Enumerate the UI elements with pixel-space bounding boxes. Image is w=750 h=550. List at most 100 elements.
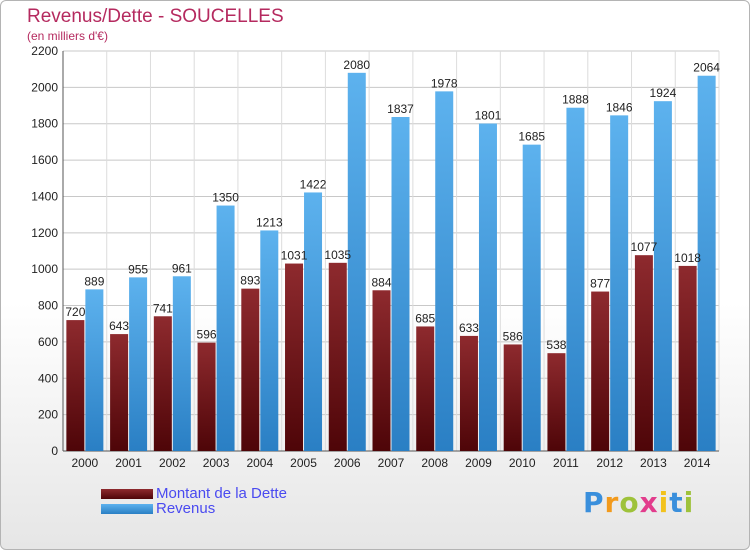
legend-swatch-revenue: [101, 504, 153, 514]
bar-debt: [416, 326, 435, 451]
y-tick-label: 1000: [31, 262, 58, 276]
bar-debt: [547, 353, 566, 451]
data-label-revenue: 1837: [387, 102, 414, 116]
data-label-revenue: 1801: [475, 109, 502, 123]
bar-revenue: [610, 115, 629, 451]
x-tick-label: 2011: [553, 456, 579, 470]
data-label-debt: 633: [459, 321, 479, 335]
logo-letter: t: [669, 486, 684, 519]
x-tick-label: 2012: [596, 456, 623, 470]
bar-debt: [503, 344, 522, 451]
data-label-revenue: 1978: [431, 76, 458, 90]
y-tick-label: 0: [51, 444, 58, 458]
logo-letter: x: [639, 486, 659, 519]
data-label-revenue: 1846: [606, 100, 633, 114]
logo-letter: i: [683, 486, 695, 519]
logo-letter: i: [658, 486, 670, 519]
bar-revenue: [653, 101, 672, 451]
bar-revenue: [260, 230, 279, 451]
data-label-debt: 586: [503, 329, 523, 343]
bars: [66, 72, 716, 452]
data-label-debt: 1077: [631, 240, 658, 254]
chart-title: Revenus/Dette - SOUCELLES: [27, 6, 284, 27]
data-label-debt: 1018: [674, 251, 701, 265]
x-tick-label: 2007: [378, 456, 405, 470]
proxiti-logo: Proxiti: [583, 486, 694, 519]
bar-debt: [285, 263, 304, 451]
bar-revenue: [391, 117, 410, 451]
y-tick-label: 400: [38, 371, 58, 385]
data-label-debt: 884: [371, 275, 391, 289]
bar-revenue: [347, 72, 366, 452]
data-label-revenue: 889: [84, 274, 104, 288]
y-tick-label: 2000: [31, 80, 58, 94]
x-tick-label: 2013: [640, 456, 667, 470]
x-tick-label: 2002: [159, 456, 186, 470]
logo-letter: P: [583, 486, 605, 519]
bar-revenue: [304, 192, 323, 452]
y-tick-label: 2200: [31, 44, 58, 58]
bar-debt: [459, 335, 478, 451]
data-label-revenue: 1422: [300, 177, 327, 191]
data-label-debt: 877: [590, 277, 610, 291]
data-label-revenue: 1213: [256, 215, 283, 229]
bar-revenue: [172, 276, 191, 451]
x-tick-label: 2004: [246, 456, 273, 470]
x-tick-label: 2005: [290, 456, 317, 470]
y-tick-label: 200: [38, 408, 58, 422]
data-label-revenue: 2080: [343, 58, 370, 72]
data-label-revenue: 2064: [693, 61, 720, 75]
y-tick-label: 1800: [31, 117, 58, 131]
x-tick-label: 2014: [684, 456, 711, 470]
data-label-revenue: 961: [172, 261, 192, 275]
grid: [62, 50, 720, 452]
bar-debt: [153, 316, 172, 451]
bar-debt: [634, 255, 653, 451]
bar-debt: [678, 265, 697, 451]
bar-revenue: [697, 75, 716, 452]
x-tick-label: 2010: [509, 456, 536, 470]
y-tick-label: 600: [38, 335, 58, 349]
y-tick-label: 1600: [31, 153, 58, 167]
bar-debt: [591, 291, 610, 451]
bar-debt: [197, 342, 216, 451]
bar-revenue: [522, 144, 541, 452]
bar-revenue: [435, 91, 454, 451]
x-tick-label: 2003: [203, 456, 230, 470]
data-label-debt: 893: [240, 274, 260, 288]
logo-letter: o: [619, 486, 640, 519]
bar-revenue: [85, 289, 104, 451]
data-label-debt: 643: [109, 319, 129, 333]
legend-swatch-debt: [101, 489, 153, 499]
data-label-debt: 1035: [324, 248, 351, 262]
x-tick-label: 2006: [334, 456, 361, 470]
bar-revenue: [129, 277, 148, 451]
bar-revenue: [566, 107, 585, 452]
data-label-debt: 596: [197, 328, 217, 342]
bar-debt: [241, 288, 260, 451]
data-label-revenue: 1350: [212, 191, 239, 205]
y-tick-label: 1400: [31, 189, 58, 203]
x-tick-label: 2000: [72, 456, 99, 470]
chart-subtitle: (en milliers d'€): [27, 29, 108, 43]
bar-debt: [110, 334, 129, 451]
data-label-debt: 538: [546, 338, 566, 352]
axes: 0 200 400 600 800 1000 1200 1400 1600 1800 2000 220…: [31, 44, 719, 470]
data-label-revenue: 1685: [518, 130, 545, 144]
x-tick-label: 2009: [465, 456, 492, 470]
legend-label-revenue: Revenus: [156, 500, 216, 517]
x-tick-label: 2008: [421, 456, 448, 470]
bar-debt: [328, 262, 347, 451]
data-label-debt: 741: [153, 301, 173, 315]
bar-debt: [66, 320, 85, 451]
bar-revenue: [216, 205, 235, 451]
data-label-revenue: 955: [128, 262, 148, 276]
bar-revenue: [478, 123, 497, 451]
data-label-debt: 1031: [281, 249, 308, 263]
y-tick-label: 1200: [31, 226, 58, 240]
data-label-debt: 720: [65, 305, 85, 319]
bar-debt: [372, 290, 391, 451]
logo-letter: r: [604, 486, 620, 519]
